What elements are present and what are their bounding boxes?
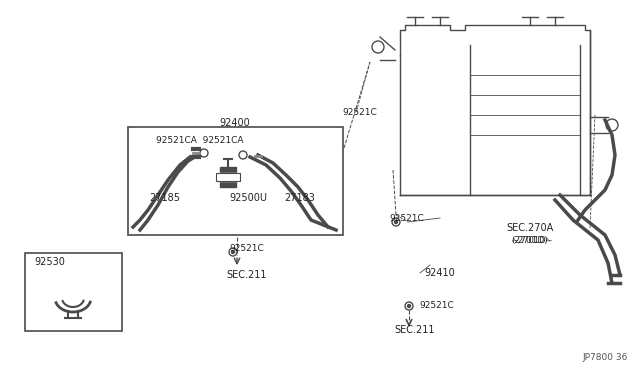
Text: 92400: 92400: [220, 118, 250, 128]
Text: 27183: 27183: [285, 193, 316, 203]
Bar: [128, 127, 343, 235]
Text: ✁2701D✁: ✁2701D✁: [512, 235, 554, 244]
Text: 92521C: 92521C: [342, 108, 378, 116]
Text: SEC.270A: SEC.270A: [506, 223, 554, 233]
Text: 27185: 27185: [150, 193, 180, 203]
Bar: [216, 173, 240, 181]
Text: 92530: 92530: [35, 257, 65, 267]
Circle shape: [408, 305, 410, 308]
Text: 92521CA  92521CA: 92521CA 92521CA: [156, 135, 244, 144]
Bar: [25, 253, 122, 331]
Text: JP7800 36: JP7800 36: [582, 353, 628, 362]
Text: (2701D): (2701D): [511, 235, 548, 244]
Circle shape: [232, 250, 234, 253]
Text: 92500U: 92500U: [229, 193, 267, 203]
Text: 92521C: 92521C: [230, 244, 264, 253]
Text: 92410: 92410: [424, 268, 456, 278]
Text: 92521C: 92521C: [390, 214, 424, 222]
Text: SEC.211: SEC.211: [395, 325, 435, 335]
Text: 92521C: 92521C: [420, 301, 454, 310]
Circle shape: [394, 221, 397, 224]
Bar: [216, 173, 240, 181]
Bar: [220, 167, 236, 187]
Text: SEC.211: SEC.211: [227, 270, 268, 280]
